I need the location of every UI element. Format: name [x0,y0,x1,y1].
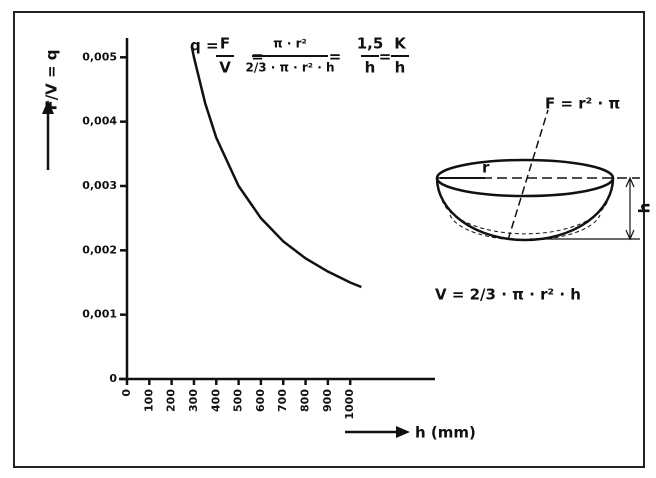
x-tick-label: 500 [232,389,245,412]
formula-num: 1,5 [357,35,384,53]
formula-den: h [395,59,406,77]
formula-num: π · r² [273,37,307,51]
x-tick-label: 200 [165,389,178,412]
radius-label: r [482,159,490,177]
formula-num: F [220,35,230,53]
y-tick-label: 0,001 [82,308,117,321]
y-tick-label: 0 [109,372,117,385]
formula-num: K [394,35,407,53]
formula-den: 2/3 · π · r² · h [245,61,334,75]
x-axis-label: h (mm) [415,424,476,442]
formula-sep: = [379,48,392,66]
formula-sep: = [329,48,342,66]
y-tick-label: 0,002 [82,243,117,256]
area-label: F = r² · π [545,95,620,113]
volume-label: V = 2/3 · π · r² · h [435,286,581,304]
y-tick-label: 0,003 [82,179,117,192]
x-tick-label: 400 [209,389,222,412]
x-tick-label: 700 [276,389,289,412]
y-axis-label: F/V = q [43,49,61,110]
formula-lhs: q = [190,37,219,55]
y-tick-label: 0,004 [82,115,117,128]
formula-den: h [365,59,376,77]
height-label: h [636,203,654,214]
x-tick-label: 800 [299,389,312,412]
x-tick-label: 300 [187,389,200,412]
curve [190,46,362,289]
x-arrow-head [396,426,410,438]
y-arrow-head [42,100,54,114]
x-tick-label: 1000 [343,389,356,420]
bowl-diagram [435,109,640,242]
x-tick-label: 900 [321,389,334,412]
frame [13,11,645,468]
formula-den: V [219,59,231,77]
x-tick-label: 100 [142,389,155,412]
x-tick-label: 600 [254,389,267,412]
y-tick-label: 0,005 [82,50,117,63]
x-tick-label: 0 [120,389,133,397]
